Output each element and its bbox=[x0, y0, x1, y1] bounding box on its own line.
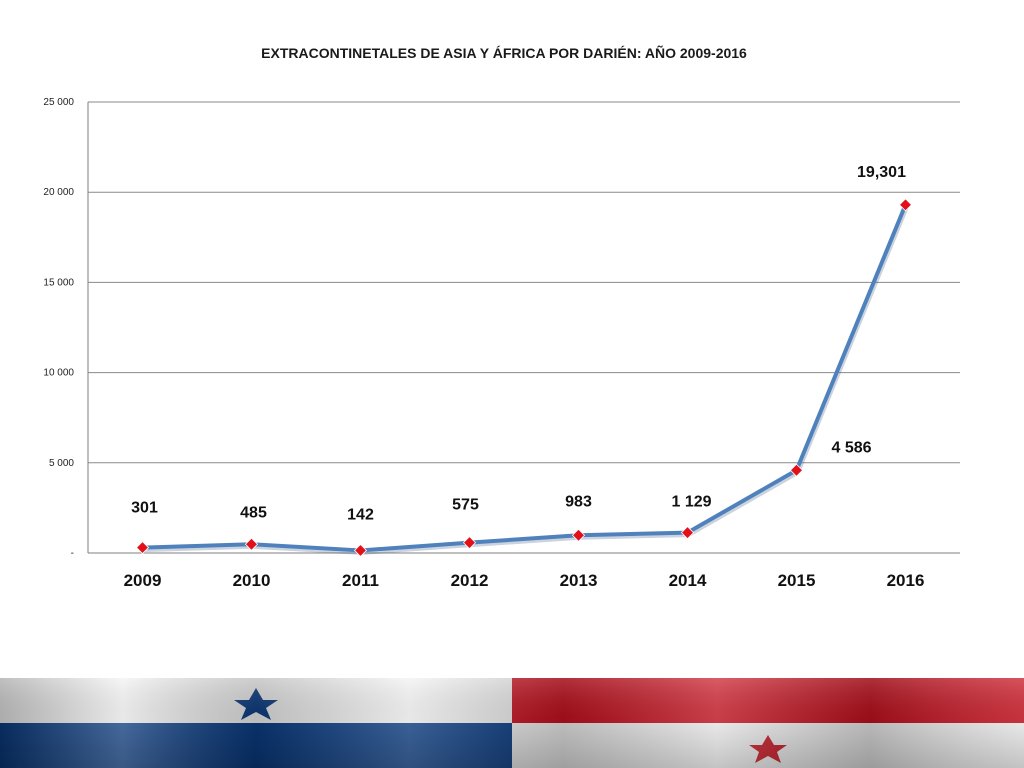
data-label: 301 bbox=[131, 500, 158, 517]
data-label: 575 bbox=[452, 497, 479, 514]
data-label: 983 bbox=[565, 493, 592, 510]
y-tick-label: 20 000 bbox=[43, 187, 74, 198]
x-tick-label: 2015 bbox=[778, 571, 816, 590]
x-tick-label: 2012 bbox=[451, 571, 489, 590]
data-point-marker bbox=[680, 526, 695, 540]
data-label: 4 586 bbox=[831, 439, 871, 456]
x-tick-label: 2013 bbox=[560, 571, 598, 590]
data-point-marker bbox=[462, 536, 477, 550]
data-label: 1 129 bbox=[671, 494, 711, 511]
line-chart: EXTRACONTINETALES DE ASIA Y ÁFRICA POR D… bbox=[43, 44, 960, 590]
x-tick-label: 2009 bbox=[124, 571, 162, 590]
data-point-marker bbox=[353, 543, 368, 558]
data-label: 19,301 bbox=[857, 164, 906, 181]
series-line-path bbox=[142, 204, 908, 553]
data-label: 142 bbox=[347, 506, 374, 523]
flag-vertical-shading bbox=[0, 678, 1024, 768]
y-tick-label: 15 000 bbox=[43, 277, 74, 288]
data-point-marker bbox=[898, 198, 913, 212]
series-line-shadow bbox=[143, 205, 909, 555]
axes bbox=[87, 102, 960, 554]
x-axis-ticks: 2009 2010 2011 2012 2013 2014 2015 2016 bbox=[124, 571, 925, 590]
y-tick-label: 5 000 bbox=[49, 458, 74, 469]
data-labels: 301 485 142 575 983 1 129 4 586 19,301 bbox=[131, 164, 906, 524]
x-tick-label: 2010 bbox=[233, 571, 271, 590]
data-point-marker bbox=[789, 463, 804, 477]
x-tick-label: 2011 bbox=[342, 571, 379, 590]
data-point-marker bbox=[244, 537, 259, 551]
series-line bbox=[142, 204, 909, 555]
x-tick-label: 2016 bbox=[887, 571, 925, 590]
chart-title: EXTRACONTINETALES DE ASIA Y ÁFRICA POR D… bbox=[261, 44, 747, 61]
data-point-marker bbox=[135, 541, 150, 555]
panama-flag-banner bbox=[0, 678, 1024, 768]
x-tick-label: 2014 bbox=[669, 571, 707, 590]
data-label: 485 bbox=[240, 504, 267, 521]
data-point-marker bbox=[571, 528, 586, 542]
y-axis-ticks: - 5 000 10 000 15 000 20 000 25 000 bbox=[43, 97, 74, 559]
series-markers bbox=[135, 198, 913, 558]
y-tick-label: 25 000 bbox=[43, 97, 74, 108]
y-tick-label: - bbox=[71, 548, 74, 559]
gridlines bbox=[88, 101, 960, 464]
y-tick-label: 10 000 bbox=[43, 368, 74, 379]
